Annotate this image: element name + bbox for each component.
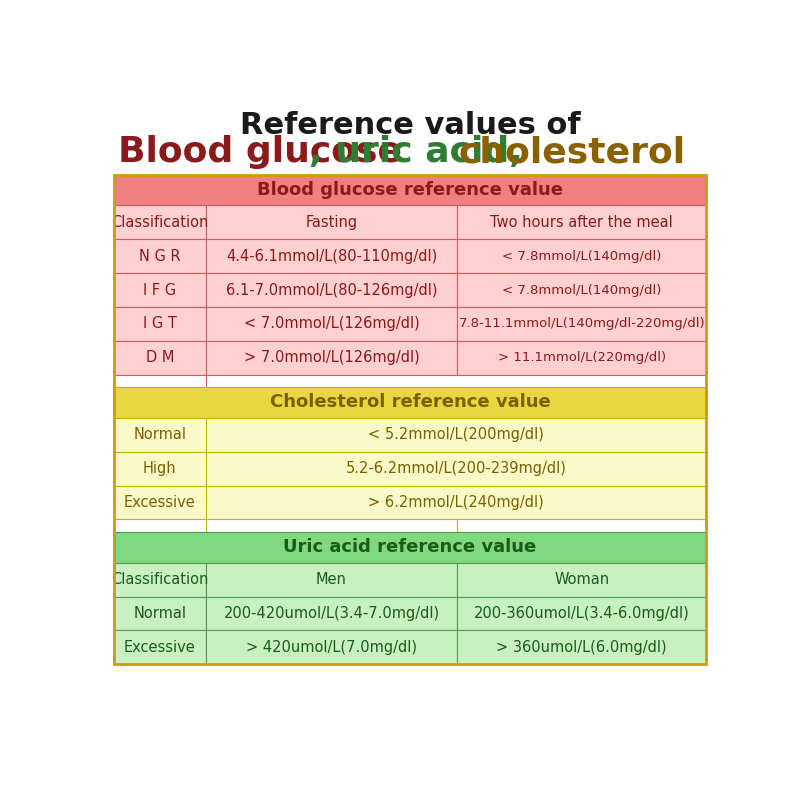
Text: > 360umol/L(6.0mg/dl): > 360umol/L(6.0mg/dl) <box>496 640 667 655</box>
Text: Classification: Classification <box>111 214 209 230</box>
Bar <box>206 630 458 664</box>
Bar <box>458 562 706 597</box>
Text: 7.8-11.1mmol/L(140mg/dl-220mg/dl): 7.8-11.1mmol/L(140mg/dl-220mg/dl) <box>458 318 705 330</box>
Text: 5.2-6.2mmol/L(200-239mg/dl): 5.2-6.2mmol/L(200-239mg/dl) <box>346 461 566 476</box>
Bar <box>114 519 206 532</box>
Text: 200-360umol/L(3.4-6.0mg/dl): 200-360umol/L(3.4-6.0mg/dl) <box>474 606 690 621</box>
Text: I G T: I G T <box>143 317 177 331</box>
Bar <box>458 239 706 273</box>
Bar <box>114 174 706 664</box>
Bar <box>458 341 706 374</box>
Text: > 11.1mmol/L(220mg/dl): > 11.1mmol/L(220mg/dl) <box>498 351 666 364</box>
Text: Normal: Normal <box>134 427 186 442</box>
Text: Excessive: Excessive <box>124 640 196 655</box>
Bar <box>114 206 206 239</box>
Text: 4.4-6.1mmol/L(80-110mg/dl): 4.4-6.1mmol/L(80-110mg/dl) <box>226 249 437 264</box>
Bar <box>114 174 706 206</box>
Bar <box>114 597 206 630</box>
Text: Two hours after the meal: Two hours after the meal <box>490 214 673 230</box>
Text: Uric acid reference value: Uric acid reference value <box>283 538 537 556</box>
Bar <box>114 418 206 452</box>
Bar <box>114 452 206 486</box>
Text: D M: D M <box>146 350 174 366</box>
Bar <box>206 597 458 630</box>
Bar <box>206 519 458 532</box>
Text: Reference values of: Reference values of <box>240 110 580 140</box>
Text: Men: Men <box>316 572 347 587</box>
Text: < 5.2mmol/L(200mg/dl): < 5.2mmol/L(200mg/dl) <box>368 427 544 442</box>
Bar <box>458 597 706 630</box>
Bar <box>114 239 206 273</box>
Bar <box>206 273 458 307</box>
Text: > 420umol/L(7.0mg/dl): > 420umol/L(7.0mg/dl) <box>246 640 417 655</box>
Text: , uric acid,: , uric acid, <box>310 135 536 170</box>
Bar <box>206 239 458 273</box>
Bar <box>114 562 206 597</box>
Bar <box>458 630 706 664</box>
Bar <box>114 273 206 307</box>
Bar <box>206 418 706 452</box>
Bar <box>458 273 706 307</box>
Text: Fasting: Fasting <box>306 214 358 230</box>
Text: Blood glucose: Blood glucose <box>118 135 402 170</box>
Text: Classification: Classification <box>111 572 209 587</box>
Bar <box>206 562 458 597</box>
Bar <box>114 307 206 341</box>
Bar <box>458 519 706 532</box>
Bar <box>458 307 706 341</box>
Text: cholesterol: cholesterol <box>459 135 686 170</box>
Bar <box>206 341 458 374</box>
Text: Blood glucose reference value: Blood glucose reference value <box>257 181 563 199</box>
Bar <box>206 307 458 341</box>
Text: Woman: Woman <box>554 572 610 587</box>
Text: High: High <box>143 461 177 476</box>
Text: Excessive: Excessive <box>124 495 196 510</box>
Bar <box>114 341 206 374</box>
Bar <box>206 486 706 519</box>
Bar <box>114 486 206 519</box>
Bar <box>206 452 706 486</box>
Text: N G R: N G R <box>139 249 181 264</box>
Text: > 6.2mmol/L(240mg/dl): > 6.2mmol/L(240mg/dl) <box>368 495 544 510</box>
Text: < 7.0mmol/L(126mg/dl): < 7.0mmol/L(126mg/dl) <box>244 317 419 331</box>
Bar <box>206 374 706 387</box>
Text: I F G: I F G <box>143 282 177 298</box>
Text: < 7.8mmol/L(140mg/dl): < 7.8mmol/L(140mg/dl) <box>502 283 662 297</box>
Text: < 7.8mmol/L(140mg/dl): < 7.8mmol/L(140mg/dl) <box>502 250 662 262</box>
Text: Normal: Normal <box>134 606 186 621</box>
Bar <box>458 206 706 239</box>
Text: Cholesterol reference value: Cholesterol reference value <box>270 394 550 411</box>
Bar <box>206 206 458 239</box>
Text: > 7.0mmol/L(126mg/dl): > 7.0mmol/L(126mg/dl) <box>244 350 419 366</box>
Bar <box>114 387 706 418</box>
Bar <box>114 532 706 562</box>
Bar <box>114 630 206 664</box>
Text: 6.1-7.0mmol/L(80-126mg/dl): 6.1-7.0mmol/L(80-126mg/dl) <box>226 282 438 298</box>
Bar <box>114 374 206 387</box>
Text: 200-420umol/L(3.4-7.0mg/dl): 200-420umol/L(3.4-7.0mg/dl) <box>223 606 440 621</box>
